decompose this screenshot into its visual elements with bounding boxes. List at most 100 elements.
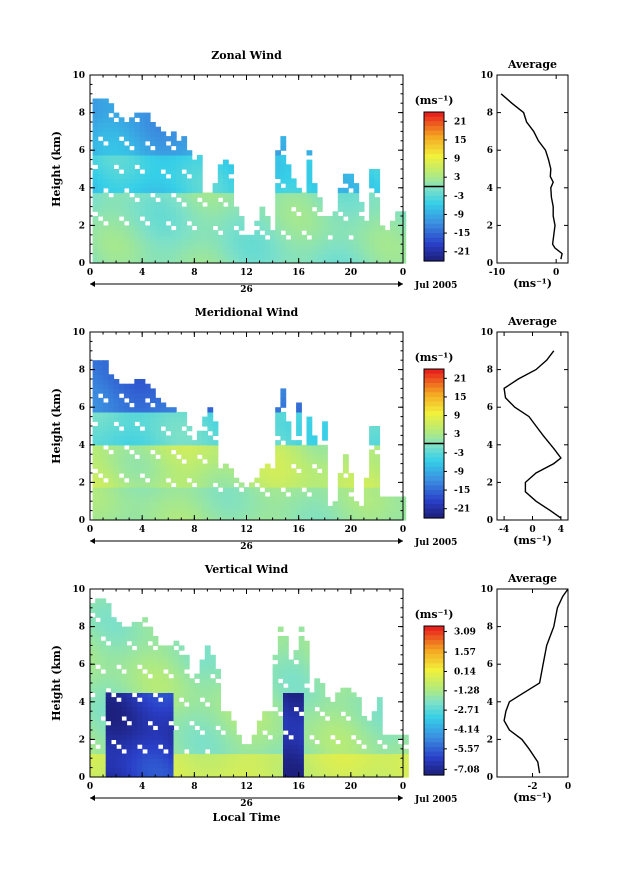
heatmap-cell <box>356 734 362 740</box>
heatmap-cell <box>134 501 141 507</box>
heatmap-cell <box>129 435 135 441</box>
heatmap-cell <box>285 220 292 226</box>
heatmap-cell <box>230 758 237 764</box>
heatmap-cell <box>134 230 141 236</box>
heatmap-cell <box>314 748 321 755</box>
heatmap-cell <box>223 258 229 264</box>
heatmap-cell <box>379 225 386 231</box>
heatmap-cell <box>129 216 135 222</box>
heatmap-cell <box>259 248 266 255</box>
average-y-tick-label: 6 <box>487 660 493 670</box>
heatmap-cell <box>379 510 386 516</box>
heatmap-cell <box>228 258 234 264</box>
heatmap-cell <box>139 164 146 170</box>
heatmap-cell <box>181 159 188 165</box>
heatmap-cell <box>113 159 120 165</box>
heatmap-cell <box>196 477 203 483</box>
heatmap-cell <box>296 407 302 413</box>
heatmap-cell <box>123 421 130 427</box>
heatmap-cell <box>335 753 341 759</box>
heatmap-cell <box>285 477 292 483</box>
heatmap-cell <box>100 612 107 618</box>
colorbar-segment <box>424 415 444 421</box>
heatmap-cell <box>196 487 203 493</box>
heatmap-cell <box>202 468 208 474</box>
heatmap-cell <box>108 103 115 109</box>
heatmap-cell <box>290 234 297 241</box>
heatmap-cell <box>202 491 208 498</box>
heatmap-cell <box>105 739 112 745</box>
heatmap-cell <box>316 454 323 460</box>
heatmap-cell <box>165 435 172 441</box>
heatmap-cell <box>319 748 326 755</box>
heatmap-cell <box>322 444 328 451</box>
heatmap-cell <box>280 463 287 469</box>
heatmap-cell <box>298 739 305 745</box>
heatmap-cell <box>363 505 370 512</box>
heatmap-cell <box>397 748 404 755</box>
heatmap-cell <box>144 187 151 194</box>
heatmap-cell <box>155 477 161 483</box>
heatmap-cell <box>363 515 370 521</box>
heatmap-cell <box>330 762 336 769</box>
heatmap-cell <box>139 482 146 488</box>
heatmap-cell <box>228 253 234 259</box>
heatmap-cell <box>275 230 281 236</box>
heatmap-cell <box>280 411 287 418</box>
heatmap-cell <box>165 216 172 222</box>
heatmap-cell <box>335 706 341 712</box>
heatmap-cell <box>314 767 321 773</box>
heatmap-cell <box>170 426 177 432</box>
heatmap-cell <box>108 136 115 142</box>
heatmap-cell <box>369 216 375 222</box>
heatmap-cell <box>92 197 99 203</box>
heatmap-cell <box>196 239 203 245</box>
heatmap-cell <box>194 687 201 693</box>
heatmap-cell <box>319 706 326 712</box>
heatmap-cell <box>290 178 297 184</box>
x-tick-label: 4 <box>139 782 145 792</box>
heatmap-cell <box>262 772 268 778</box>
heatmap-cell <box>178 739 185 745</box>
heatmap-cell <box>176 178 182 184</box>
colorbar-tick-label: 3 <box>454 430 460 440</box>
heatmap-cell <box>311 258 318 264</box>
heatmap-cell <box>163 701 169 708</box>
heatmap-cell <box>254 477 261 483</box>
heatmap-cell <box>241 762 248 769</box>
heatmap-cell <box>228 187 234 194</box>
heatmap-cell <box>178 678 185 684</box>
heatmap-cell <box>254 258 261 264</box>
heatmap-cell <box>168 744 175 750</box>
average-title: Average <box>507 572 557 585</box>
heatmap-cell <box>303 701 310 708</box>
heatmap-cell <box>150 206 156 212</box>
colorbar-segment <box>424 167 444 174</box>
heatmap-cell <box>212 449 219 455</box>
heatmap-cell <box>150 421 156 427</box>
heatmap-cell <box>379 501 386 507</box>
heatmap-cell <box>259 234 266 241</box>
colorbar-segment <box>424 139 444 146</box>
heatmap-cell <box>228 473 234 479</box>
heatmap-cell <box>176 145 182 151</box>
heatmap-cell <box>157 715 164 722</box>
average-profile-line <box>503 588 569 774</box>
heatmap-cell <box>160 473 167 479</box>
heatmap-cell <box>155 187 161 194</box>
heatmap-cell <box>196 173 203 179</box>
heatmap-cell <box>335 715 341 722</box>
heatmap-cell <box>275 234 281 241</box>
heatmap-cell <box>181 206 188 212</box>
heatmap-cell <box>181 192 188 198</box>
heatmap-cell <box>186 496 193 502</box>
heatmap-cell <box>314 692 321 698</box>
heatmap-cell <box>103 383 109 389</box>
heatmap-cell <box>210 659 216 665</box>
heatmap-cell <box>298 640 305 646</box>
heatmap-cell <box>340 739 347 745</box>
heatmap-cell <box>330 772 336 778</box>
heatmap-cell <box>118 491 125 498</box>
